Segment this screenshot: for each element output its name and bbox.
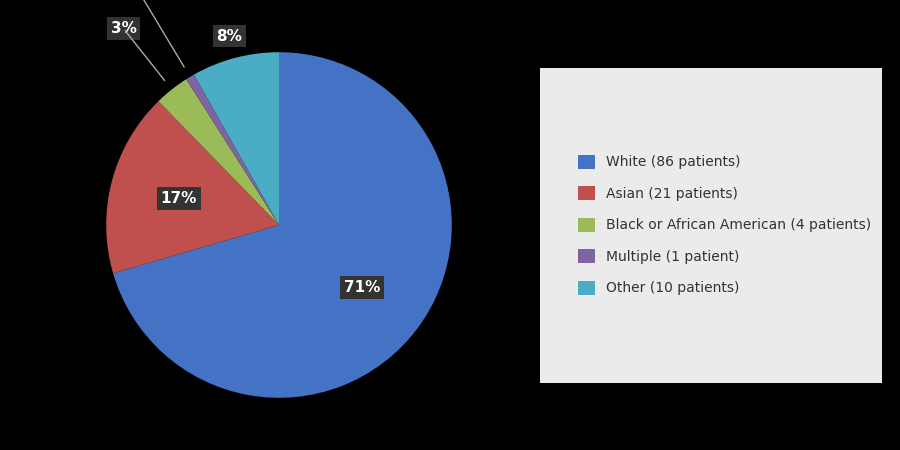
Legend: White (86 patients), Asian (21 patients), Black or African American (4 patients): White (86 patients), Asian (21 patients)… [564,141,885,309]
Text: 8%: 8% [216,29,242,44]
Text: 71%: 71% [344,280,380,295]
Text: 17%: 17% [160,191,197,206]
Wedge shape [158,79,279,225]
Wedge shape [106,101,279,273]
Text: 3%: 3% [111,21,137,36]
Wedge shape [186,75,279,225]
Wedge shape [194,52,279,225]
Wedge shape [113,52,452,398]
